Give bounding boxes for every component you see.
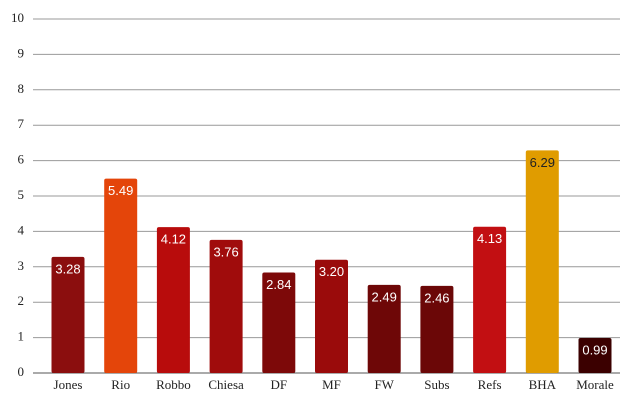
y-tick-label: 9 (18, 45, 25, 60)
y-tick-label: 1 (18, 329, 25, 344)
bar (315, 259, 348, 373)
value-label: 5.49 (108, 183, 133, 198)
value-label: 2.46 (424, 290, 449, 305)
bar (367, 284, 401, 373)
y-tick-label: 7 (18, 116, 25, 131)
value-label: 4.13 (477, 231, 502, 246)
bar (420, 285, 454, 373)
value-label: 4.12 (161, 232, 186, 247)
x-tick-label: MF (322, 377, 341, 392)
value-label: 3.76 (213, 244, 238, 259)
y-tick-label: 3 (18, 258, 25, 273)
y-tick-label: 4 (18, 222, 25, 237)
value-label: 2.49 (372, 289, 397, 304)
bar (262, 272, 296, 373)
value-label: 6.29 (530, 155, 555, 170)
x-tick-label: BHA (529, 377, 557, 392)
x-tick-label: DF (270, 377, 287, 392)
bar (156, 227, 190, 373)
y-tick-label: 2 (18, 293, 25, 308)
y-tick-label: 5 (18, 187, 25, 202)
bar (525, 150, 559, 373)
value-label: 0.99 (582, 342, 607, 357)
bar (578, 337, 612, 373)
y-tick-label: 0 (18, 364, 25, 379)
x-tick-label: Robbo (156, 377, 191, 392)
bar (209, 239, 243, 373)
x-tick-label: Subs (424, 377, 449, 392)
x-tick-label: Jones (54, 377, 83, 392)
y-tick-label: 6 (18, 152, 25, 167)
x-tick-label: Refs (478, 377, 502, 392)
bar (104, 178, 138, 373)
value-label: 3.20 (319, 264, 344, 279)
bar (473, 226, 507, 373)
x-tick-label: Chiesa (208, 377, 244, 392)
x-tick-label: FW (374, 377, 394, 392)
value-label: 3.28 (55, 261, 80, 276)
value-label: 2.84 (266, 277, 291, 292)
x-tick-label: Rio (111, 377, 130, 392)
x-tick-label: Morale (576, 377, 614, 392)
y-tick-label: 10 (11, 10, 24, 25)
y-tick-label: 8 (18, 81, 25, 96)
bar (51, 256, 85, 373)
